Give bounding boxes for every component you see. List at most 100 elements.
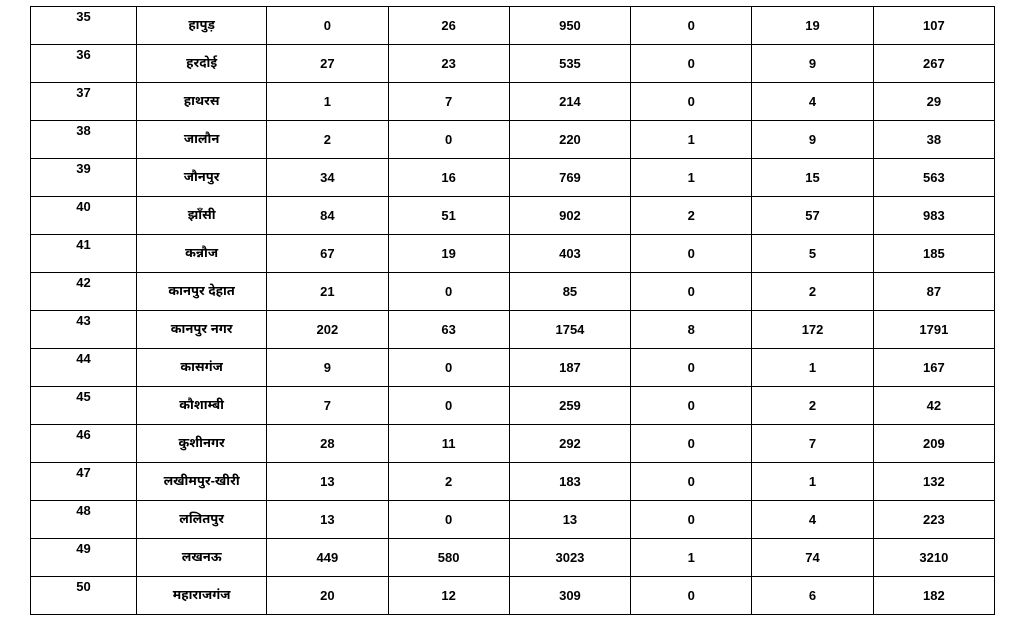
value-cell: 132 bbox=[873, 463, 994, 501]
name-cell: ललितपुर bbox=[137, 501, 267, 539]
value-cell: 209 bbox=[873, 425, 994, 463]
value-cell: 267 bbox=[873, 45, 994, 83]
name-cell: कासगंज bbox=[137, 349, 267, 387]
value-cell: 185 bbox=[873, 235, 994, 273]
value-cell: 8 bbox=[631, 311, 752, 349]
value-cell: 259 bbox=[509, 387, 630, 425]
table-row: 38जालौन202201938 bbox=[31, 121, 995, 159]
value-cell: 19 bbox=[752, 7, 873, 45]
value-cell: 1 bbox=[752, 349, 873, 387]
serial-cell: 37 bbox=[31, 83, 137, 121]
name-cell: लखनऊ bbox=[137, 539, 267, 577]
value-cell: 38 bbox=[873, 121, 994, 159]
value-cell: 580 bbox=[388, 539, 509, 577]
value-cell: 9 bbox=[752, 45, 873, 83]
name-cell: कानपुर नगर bbox=[137, 311, 267, 349]
value-cell: 1 bbox=[631, 539, 752, 577]
value-cell: 23 bbox=[388, 45, 509, 83]
value-cell: 9 bbox=[267, 349, 388, 387]
name-cell: झाँसी bbox=[137, 197, 267, 235]
value-cell: 13 bbox=[267, 463, 388, 501]
table-row: 40झाँसी8451902257983 bbox=[31, 197, 995, 235]
serial-cell: 48 bbox=[31, 501, 137, 539]
value-cell: 983 bbox=[873, 197, 994, 235]
serial-cell: 39 bbox=[31, 159, 137, 197]
value-cell: 51 bbox=[388, 197, 509, 235]
value-cell: 0 bbox=[388, 387, 509, 425]
value-cell: 0 bbox=[631, 7, 752, 45]
value-cell: 220 bbox=[509, 121, 630, 159]
value-cell: 29 bbox=[873, 83, 994, 121]
value-cell: 2 bbox=[752, 387, 873, 425]
value-cell: 87 bbox=[873, 273, 994, 311]
value-cell: 0 bbox=[388, 121, 509, 159]
value-cell: 57 bbox=[752, 197, 873, 235]
value-cell: 0 bbox=[631, 273, 752, 311]
value-cell: 0 bbox=[388, 349, 509, 387]
serial-cell: 47 bbox=[31, 463, 137, 501]
value-cell: 42 bbox=[873, 387, 994, 425]
value-cell: 74 bbox=[752, 539, 873, 577]
value-cell: 214 bbox=[509, 83, 630, 121]
value-cell: 3210 bbox=[873, 539, 994, 577]
data-table: 35हापुड़02695001910736हरदोई2723535092673… bbox=[30, 6, 995, 615]
table-row: 41कन्नौज671940305185 bbox=[31, 235, 995, 273]
value-cell: 202 bbox=[267, 311, 388, 349]
serial-cell: 38 bbox=[31, 121, 137, 159]
value-cell: 7 bbox=[388, 83, 509, 121]
name-cell: कौशाम्बी bbox=[137, 387, 267, 425]
value-cell: 1 bbox=[631, 159, 752, 197]
table-row: 35हापुड़026950019107 bbox=[31, 7, 995, 45]
name-cell: जालौन bbox=[137, 121, 267, 159]
value-cell: 1 bbox=[631, 121, 752, 159]
serial-cell: 41 bbox=[31, 235, 137, 273]
value-cell: 223 bbox=[873, 501, 994, 539]
value-cell: 1 bbox=[267, 83, 388, 121]
serial-cell: 46 bbox=[31, 425, 137, 463]
value-cell: 2 bbox=[267, 121, 388, 159]
value-cell: 0 bbox=[631, 387, 752, 425]
value-cell: 3023 bbox=[509, 539, 630, 577]
value-cell: 1 bbox=[752, 463, 873, 501]
serial-cell: 42 bbox=[31, 273, 137, 311]
value-cell: 167 bbox=[873, 349, 994, 387]
table-row: 46कुशीनगर281129207209 bbox=[31, 425, 995, 463]
table-row: 45कौशाम्बी702590242 bbox=[31, 387, 995, 425]
value-cell: 0 bbox=[631, 45, 752, 83]
serial-cell: 43 bbox=[31, 311, 137, 349]
value-cell: 13 bbox=[267, 501, 388, 539]
name-cell: कुशीनगर bbox=[137, 425, 267, 463]
value-cell: 4 bbox=[752, 501, 873, 539]
value-cell: 449 bbox=[267, 539, 388, 577]
name-cell: कन्नौज bbox=[137, 235, 267, 273]
value-cell: 28 bbox=[267, 425, 388, 463]
value-cell: 950 bbox=[509, 7, 630, 45]
value-cell: 4 bbox=[752, 83, 873, 121]
table-row: 43कानपुर नगर20263175481721791 bbox=[31, 311, 995, 349]
value-cell: 19 bbox=[388, 235, 509, 273]
value-cell: 11 bbox=[388, 425, 509, 463]
value-cell: 63 bbox=[388, 311, 509, 349]
value-cell: 172 bbox=[752, 311, 873, 349]
value-cell: 1754 bbox=[509, 311, 630, 349]
value-cell: 15 bbox=[752, 159, 873, 197]
value-cell: 0 bbox=[388, 501, 509, 539]
serial-cell: 49 bbox=[31, 539, 137, 577]
value-cell: 84 bbox=[267, 197, 388, 235]
table-row: 42कानपुर देहात210850287 bbox=[31, 273, 995, 311]
value-cell: 27 bbox=[267, 45, 388, 83]
value-cell: 535 bbox=[509, 45, 630, 83]
table-row: 49लखनऊ44958030231743210 bbox=[31, 539, 995, 577]
table-row: 47लखीमपुर-खीरी13218301132 bbox=[31, 463, 995, 501]
serial-cell: 35 bbox=[31, 7, 137, 45]
name-cell: हापुड़ bbox=[137, 7, 267, 45]
value-cell: 107 bbox=[873, 7, 994, 45]
name-cell: हरदोई bbox=[137, 45, 267, 83]
value-cell: 0 bbox=[631, 235, 752, 273]
value-cell: 902 bbox=[509, 197, 630, 235]
value-cell: 0 bbox=[631, 349, 752, 387]
value-cell: 16 bbox=[388, 159, 509, 197]
value-cell: 187 bbox=[509, 349, 630, 387]
name-cell: लखीमपुर-खीरी bbox=[137, 463, 267, 501]
value-cell: 2 bbox=[752, 273, 873, 311]
